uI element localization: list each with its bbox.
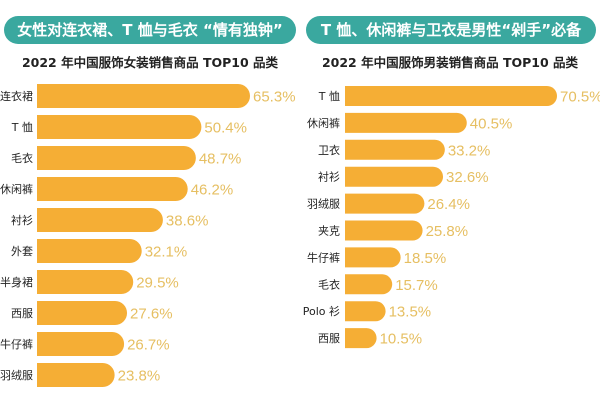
women-value-label: 48.7%	[199, 151, 242, 168]
women-value-label: 32.1%	[145, 244, 188, 261]
women-bar	[37, 332, 125, 356]
women-value-label: 27.6%	[130, 306, 173, 323]
women-bar	[37, 301, 128, 325]
women-headline: 女性对连衣裙、T 恤与毛衣 “情有独钟”	[4, 16, 296, 44]
men-category-label: 牛仔裤	[307, 250, 340, 264]
men-value-label: 70.5%	[560, 89, 600, 106]
women-value-label: 23.8%	[118, 368, 161, 385]
men-category-label: Polo 衫	[303, 305, 340, 318]
women-chart-title: 2022 年中国服饰女装销售商品 TOP10 品类	[21, 55, 279, 70]
women-bar	[37, 208, 163, 232]
men-bar	[345, 193, 425, 214]
women-value-label: 26.7%	[127, 337, 170, 354]
men-category-label: 卫衣	[318, 143, 340, 157]
men-value-label: 13.5%	[389, 304, 432, 321]
women-category-label: T 恤	[11, 121, 33, 134]
men-value-label: 40.5%	[470, 115, 513, 132]
men-category-label: 羽绒服	[307, 198, 340, 211]
men-category-label: 毛衣	[318, 277, 340, 291]
men-headline: T 恤、休闲裤与卫衣是男性“剁手”必备	[306, 16, 596, 44]
men-category-label: 休闲裤	[307, 116, 340, 130]
men-value-label: 33.2%	[448, 142, 491, 159]
men-value-label: 18.5%	[404, 250, 447, 267]
men-bar	[345, 220, 423, 241]
men-value-label: 26.4%	[427, 196, 470, 213]
women-category-label: 羽绒服	[0, 369, 33, 382]
women-bar	[37, 146, 196, 170]
women-category-label: 休闲裤	[0, 182, 33, 196]
men-category-label: 夹克	[318, 225, 340, 238]
women-category-label: 衬衫	[11, 214, 33, 227]
women-bar	[37, 239, 142, 263]
women-category-label: 牛仔裤	[0, 337, 33, 351]
women-value-label: 29.5%	[136, 275, 179, 292]
women-bar	[37, 177, 188, 201]
men-bar	[345, 86, 557, 106]
men-bar	[345, 274, 393, 295]
women-category-label: 毛衣	[11, 151, 33, 165]
men-value-label: 15.7%	[395, 277, 438, 294]
men-category-label: T 恤	[318, 90, 340, 103]
women-category-label: 外套	[11, 245, 33, 258]
women-bar	[37, 363, 115, 387]
women-value-label: 46.2%	[191, 182, 234, 199]
men-value-label: 32.6%	[446, 169, 489, 186]
women-value-label: 38.6%	[166, 213, 209, 230]
men-bar	[345, 166, 444, 187]
women-bar	[37, 84, 250, 108]
women-value-label: 50.4%	[204, 120, 247, 137]
men-bar	[345, 112, 467, 133]
men-value-label: 25.8%	[426, 223, 469, 240]
men-bar	[345, 247, 401, 268]
men-chart-title: 2022 年中国服饰男装销售商品 TOP10 品类	[321, 55, 579, 70]
men-bar	[345, 301, 386, 322]
men-bar	[345, 139, 445, 160]
men-bar	[345, 328, 377, 349]
women-value-label: 65.3%	[253, 89, 296, 106]
women-category-label: 半身裙	[0, 275, 33, 289]
women-category-label: 连衣裙	[0, 89, 33, 103]
men-category-label: 衬衫	[318, 171, 340, 184]
women-bar	[37, 270, 134, 294]
men-category-label: 西服	[318, 332, 340, 345]
women-bar	[37, 115, 202, 139]
women-category-label: 西服	[11, 307, 33, 320]
men-value-label: 10.5%	[380, 331, 423, 348]
